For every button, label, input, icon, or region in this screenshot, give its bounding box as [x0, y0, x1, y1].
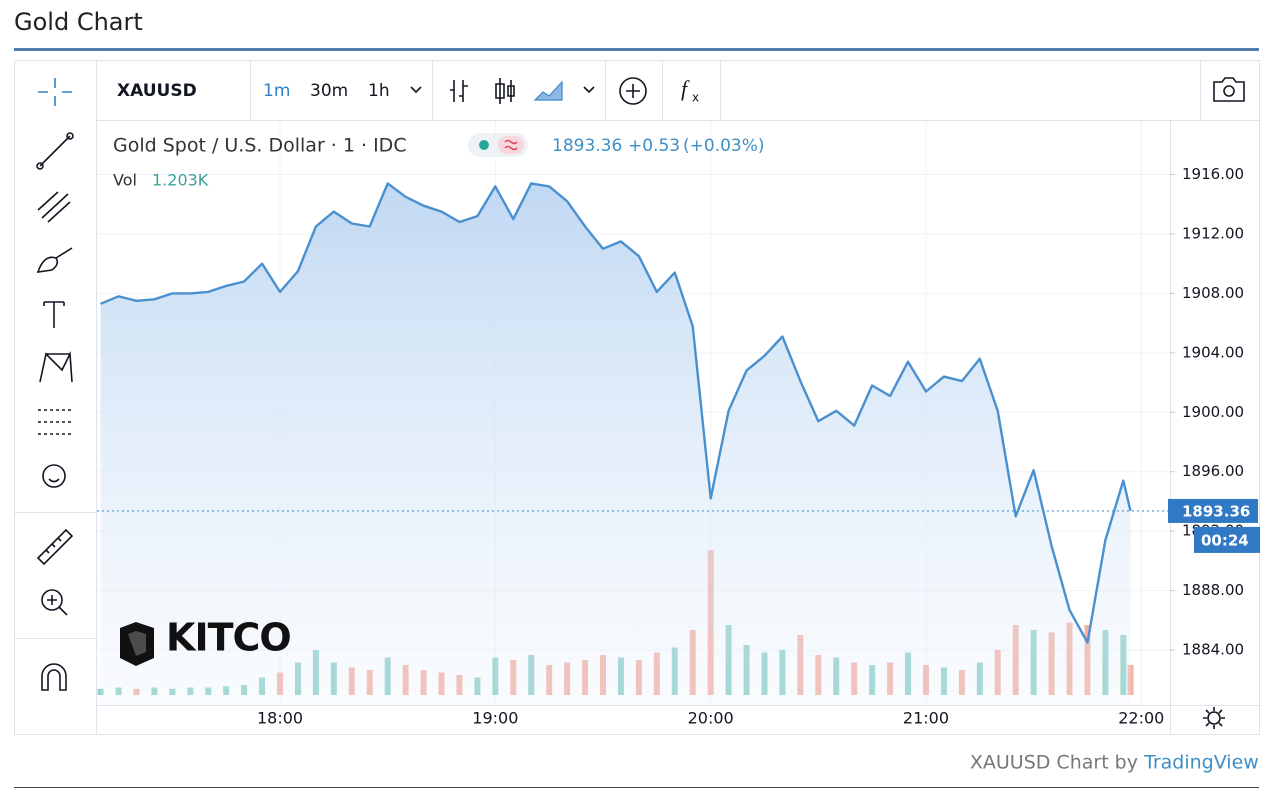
y-tick-label: 1896.00 [1182, 462, 1244, 480]
y-tick-label: 1884.00 [1182, 641, 1244, 659]
watermark: KITCO [166, 616, 291, 660]
page-title: Gold Chart [14, 8, 143, 36]
countdown-box [1194, 526, 1260, 553]
magnet-tool[interactable] [41, 663, 67, 691]
icons-tool-smile [48, 478, 60, 483]
countdown-label: 00:24 [1201, 531, 1249, 549]
icons-tool[interactable] [42, 464, 66, 488]
trendline-tool[interactable] [39, 135, 71, 167]
last-price-box [1168, 498, 1258, 523]
y-tick-label: 1912.00 [1182, 224, 1244, 242]
x-tick-label: 21:00 [903, 709, 949, 728]
market-status [479, 140, 489, 150]
volume-bar [1127, 664, 1134, 695]
series-title: Gold Spot / U.S. Dollar · 1 · IDC [113, 135, 407, 157]
settings-button[interactable] [1207, 711, 1221, 725]
last-price-label: 1893.36 [1182, 502, 1250, 520]
y-tick-label: 1900.00 [1182, 403, 1244, 421]
volume-value: 1.203K [152, 171, 209, 190]
x-tick-label: 22:00 [1118, 709, 1164, 728]
watermark-logo [120, 622, 154, 666]
volume-title: Vol [113, 171, 137, 190]
trendline-handle [36, 162, 44, 170]
legend-price: 1893.36 [552, 136, 622, 156]
compare-plus [626, 84, 640, 98]
indicators-button[interactable]: f [681, 76, 690, 101]
y-tick-label: 1904.00 [1182, 343, 1244, 361]
delay-status [498, 136, 524, 154]
y-tick-label: 1888.00 [1182, 581, 1244, 599]
compare-button[interactable] [619, 77, 647, 105]
x-tick-label: 20:00 [688, 709, 734, 728]
candles-style-button[interactable] [495, 78, 515, 104]
price-line [100, 182, 1132, 644]
fib-tool[interactable] [37, 191, 71, 223]
measure-tool[interactable] [36, 528, 74, 566]
trendline-handle [66, 132, 74, 140]
x-tick-label: 19:00 [472, 709, 518, 728]
snapshot-lens [1223, 85, 1235, 97]
y-tick-label: 1908.00 [1182, 284, 1244, 302]
crosshair-tool[interactable] [38, 78, 72, 106]
plot [97, 182, 1170, 705]
footer-text: XAUUSD Chart by [970, 752, 1138, 774]
indicators-button-sub: x [692, 91, 699, 105]
area-fill [100, 183, 1131, 705]
pattern-tool[interactable] [39, 351, 73, 383]
zoom-tool[interactable] [41, 589, 63, 611]
symbol-button[interactable]: XAUUSD [117, 81, 197, 101]
volume-bar [97, 688, 104, 695]
snapshot-button[interactable] [1213, 77, 1245, 102]
interval-button[interactable]: 1h [368, 81, 390, 101]
text-tool[interactable] [43, 301, 65, 328]
brush-tool[interactable] [36, 247, 73, 273]
legend-change-percent: (+0.03%) [683, 136, 765, 156]
style-dropdown[interactable] [583, 86, 595, 94]
footer-rule [14, 787, 1259, 788]
area-style-button[interactable] [533, 80, 563, 101]
watermark-logo-face [128, 631, 146, 656]
title-rule [14, 48, 1259, 51]
settings-rays [1203, 707, 1225, 729]
footer-link[interactable]: TradingView [1143, 752, 1259, 774]
bars-style-button[interactable] [450, 80, 468, 102]
x-tick-label: 18:00 [257, 709, 303, 728]
legend-change: +0.53 [628, 136, 680, 156]
interval-dropdown[interactable] [410, 86, 422, 94]
y-tick-label: 1916.00 [1182, 165, 1244, 183]
delay-status-icon [504, 139, 518, 151]
interval-button[interactable]: 30m [310, 81, 348, 101]
zoom-tool-detail [47, 595, 68, 616]
interval-button[interactable]: 1m [263, 81, 290, 101]
